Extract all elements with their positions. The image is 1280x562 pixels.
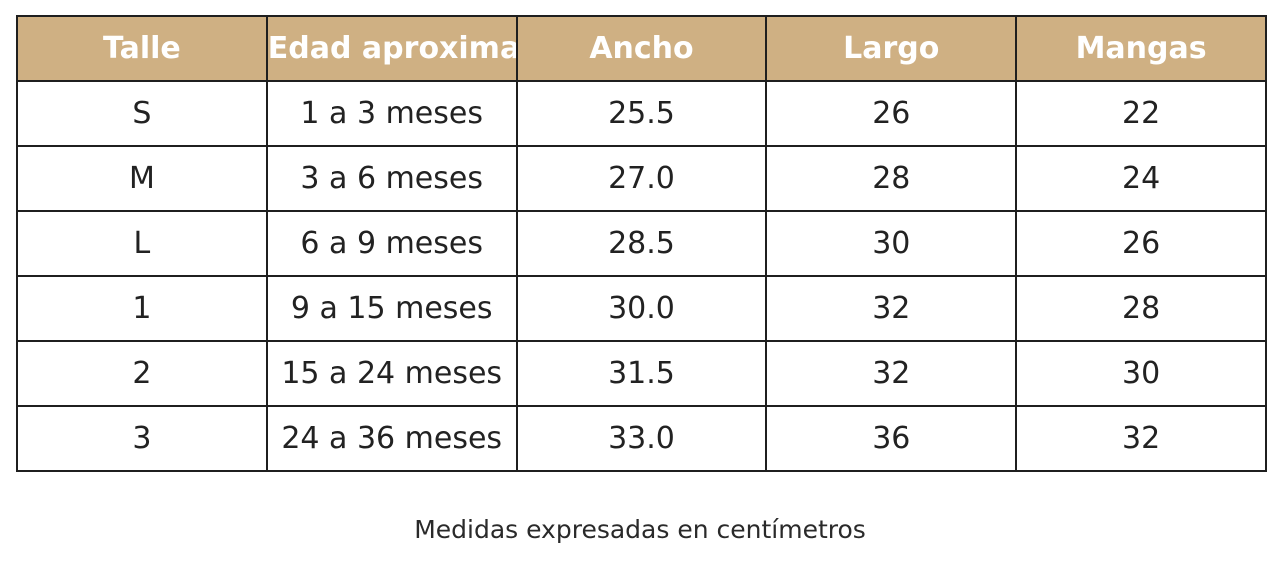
cell-edad: 24 a 36 meses [265, 405, 518, 472]
cell-ancho: 25.5 [515, 80, 768, 147]
header-edad: Edad aproximada [265, 15, 518, 82]
cell-edad: 15 a 24 meses [265, 340, 518, 407]
size-chart-table: Talle Edad aproximada Ancho Largo Mangas… [16, 15, 1267, 472]
cell-largo: 32 [765, 275, 1018, 342]
header-label: Largo [843, 31, 940, 66]
header-talle: Talle [16, 15, 268, 82]
cell-edad: 3 a 6 meses [265, 145, 518, 212]
measurement-note: Medidas expresadas en centímetros [414, 515, 866, 544]
table-row: S 1 a 3 meses 25.5 26 22 [16, 80, 1267, 147]
cell-edad: 1 a 3 meses [265, 80, 518, 147]
cell-ancho: 28.5 [515, 210, 768, 277]
header-largo: Largo [765, 15, 1018, 82]
cell-mangas: 22 [1015, 80, 1267, 147]
table-header: Talle Edad aproximada Ancho Largo Mangas [16, 15, 1267, 82]
cell-ancho: 31.5 [515, 340, 768, 407]
header-label: Talle [103, 31, 181, 66]
cell-largo: 26 [765, 80, 1018, 147]
table-row: 3 24 a 36 meses 33.0 36 32 [16, 405, 1267, 472]
cell-ancho: 27.0 [515, 145, 768, 212]
cell-mangas: 24 [1015, 145, 1267, 212]
header-label: Edad aproximada [267, 31, 515, 66]
header-ancho: Ancho [515, 15, 768, 82]
cell-talle: L [16, 210, 268, 277]
table-row: 2 15 a 24 meses 31.5 32 30 [16, 340, 1267, 407]
cell-mangas: 32 [1015, 405, 1267, 472]
cell-ancho: 33.0 [515, 405, 768, 472]
cell-talle: 2 [16, 340, 268, 407]
table-row: L 6 a 9 meses 28.5 30 26 [16, 210, 1267, 277]
cell-largo: 28 [765, 145, 1018, 212]
header-label: Ancho [589, 31, 694, 66]
header-mangas: Mangas [1015, 15, 1267, 82]
cell-ancho: 30.0 [515, 275, 768, 342]
cell-largo: 30 [765, 210, 1018, 277]
cell-largo: 32 [765, 340, 1018, 407]
cell-edad: 6 a 9 meses [265, 210, 518, 277]
header-row: Talle Edad aproximada Ancho Largo Mangas [16, 15, 1267, 82]
cell-edad: 9 a 15 meses [265, 275, 518, 342]
cell-talle: M [16, 145, 268, 212]
cell-mangas: 28 [1015, 275, 1267, 342]
header-label: Mangas [1075, 31, 1207, 66]
cell-talle: S [16, 80, 268, 147]
cell-talle: 1 [16, 275, 268, 342]
cell-mangas: 26 [1015, 210, 1267, 277]
table-row: 1 9 a 15 meses 30.0 32 28 [16, 275, 1267, 342]
cell-talle: 3 [16, 405, 268, 472]
cell-largo: 36 [765, 405, 1018, 472]
table-row: M 3 a 6 meses 27.0 28 24 [16, 145, 1267, 212]
table-body: S 1 a 3 meses 25.5 26 22 M 3 a 6 meses 2… [16, 80, 1267, 472]
cell-mangas: 30 [1015, 340, 1267, 407]
